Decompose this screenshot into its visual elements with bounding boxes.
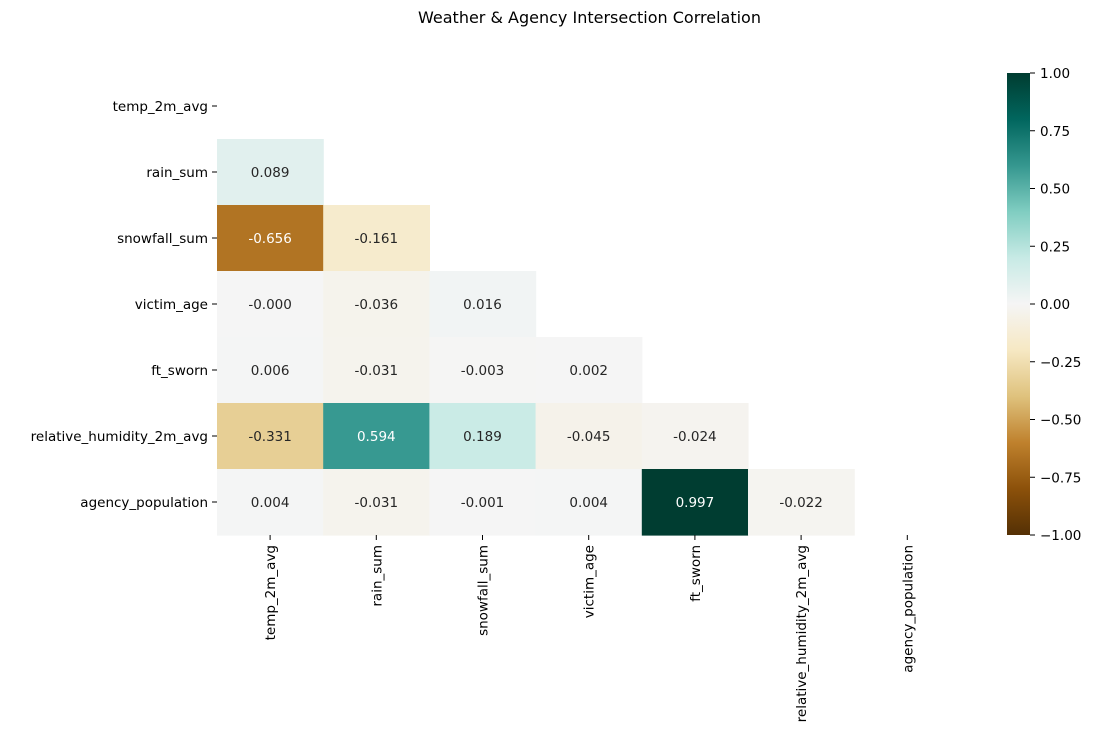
heatmap-cell: [217, 205, 324, 272]
cell-value-label: -0.036: [355, 297, 399, 313]
x-tick-label: rain_sum: [369, 545, 385, 607]
cell-value-label: -0.000: [248, 297, 292, 313]
cell-value-label: 0.594: [357, 429, 396, 445]
y-tick-label: ft_sworn: [151, 363, 208, 379]
heatmap-cells: [217, 139, 855, 536]
cell-value-label: 0.089: [251, 165, 290, 181]
heatmap-cell: [217, 337, 324, 404]
y-tick-label: snowfall_sum: [117, 231, 208, 247]
x-tick-label: temp_2m_avg: [263, 545, 279, 640]
y-tick-label: victim_age: [135, 297, 208, 313]
heatmap-cell: [217, 403, 324, 470]
cell-value-label: -0.031: [355, 363, 399, 379]
cell-value-label: 0.006: [251, 363, 290, 379]
cell-value-label: -0.161: [355, 231, 399, 247]
heatmap-cell: [535, 403, 643, 470]
colorbar-tick-label: 0.00: [1040, 297, 1070, 313]
cell-value-label: 0.016: [463, 297, 502, 313]
cell-value-label: -0.022: [779, 495, 823, 511]
heatmap-cell: [323, 271, 430, 338]
cell-value-label: -0.003: [461, 363, 505, 379]
cell-value-label: 0.189: [463, 429, 502, 445]
heatmap-cell: [429, 271, 537, 338]
y-tick-label: rain_sum: [146, 165, 208, 181]
colorbar-tick-label: 1.00: [1040, 66, 1070, 82]
x-tick-label: relative_humidity_2m_avg: [794, 545, 810, 722]
cell-value-label: -0.045: [567, 429, 611, 445]
heatmap-cell: [641, 469, 749, 536]
x-tick-label: victim_age: [582, 545, 598, 618]
heatmap-cell: [323, 337, 430, 404]
heatmap-cell: [429, 469, 537, 536]
heatmap-cell: [535, 337, 643, 404]
cell-value-label: 0.002: [569, 363, 608, 379]
heatmap-cell: [217, 139, 324, 206]
colorbar-tick-label: 0.50: [1040, 182, 1070, 198]
colorbar-tick-label: −0.75: [1040, 470, 1081, 486]
colorbar-tick-label: −1.00: [1040, 528, 1081, 544]
colorbar-tick-label: 0.25: [1040, 239, 1070, 255]
x-tick-label: agency_population: [900, 545, 916, 673]
cell-annotations: 0.089 -0.656 -0.161 -0.000 -0.036 0.016 0.006 -…: [248, 165, 823, 511]
cell-value-label: 0.004: [569, 495, 608, 511]
heatmap-cell: [217, 469, 324, 536]
cell-value-label: -0.031: [355, 495, 399, 511]
heatmap-cell: [641, 403, 749, 470]
colorbar-tick-label: 0.75: [1040, 124, 1070, 140]
heatmap-cell: [323, 469, 430, 536]
x-axis: temp_2m_avg rain_sum snowfall_sum victim_ag…: [263, 535, 916, 722]
heatmap-cell: [217, 271, 324, 338]
heatmap-cell: [323, 403, 430, 470]
cell-value-label: 0.004: [251, 495, 290, 511]
cell-value-label: -0.331: [248, 429, 292, 445]
y-tick-label: agency_population: [80, 495, 208, 511]
cell-value-label: -0.001: [461, 495, 505, 511]
x-tick-label: snowfall_sum: [476, 545, 492, 636]
cell-value-label: -0.024: [673, 429, 717, 445]
cell-value-label: -0.656: [248, 231, 292, 247]
x-tick-label: ft_sworn: [688, 545, 704, 602]
heatmap-cell: [323, 205, 430, 272]
colorbar-tick-label: −0.50: [1040, 413, 1081, 429]
y-tick-label: temp_2m_avg: [113, 99, 208, 115]
y-tick-label: relative_humidity_2m_avg: [31, 429, 208, 445]
heatmap-cell: [429, 403, 537, 470]
heatmap-cell: [748, 469, 855, 536]
heatmap-cell: [535, 469, 643, 536]
colorbar-tick-label: −0.25: [1040, 355, 1081, 371]
y-axis: temp_2m_avg rain_sum snowfall_sum victim_ag…: [31, 99, 217, 511]
colorbar-gradient: [1007, 73, 1030, 535]
cell-value-label: 0.997: [676, 495, 715, 511]
heatmap-cell: [429, 337, 537, 404]
colorbar: 1.00 0.75 0.50 0.25 0.00 −0.25 −0.50 −0.75 −1.00: [1007, 66, 1081, 544]
